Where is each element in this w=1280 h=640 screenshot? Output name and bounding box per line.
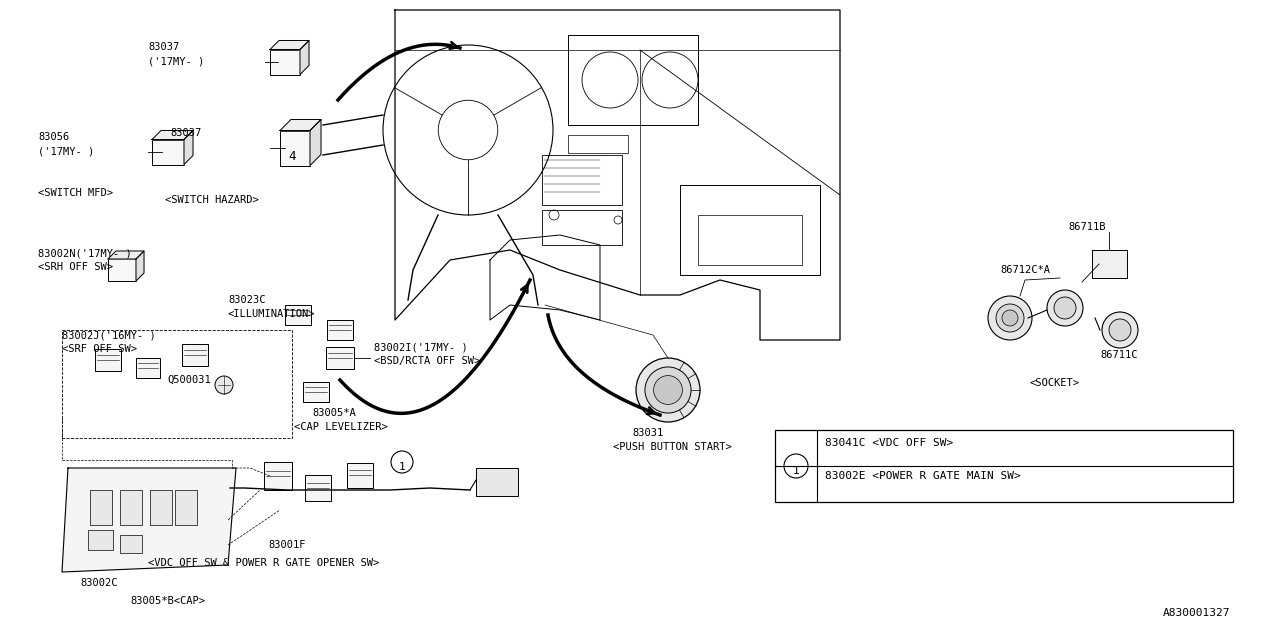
Text: A830001327: A830001327 xyxy=(1162,608,1230,618)
Text: 83031: 83031 xyxy=(632,428,663,438)
Text: 83002I('17MY- ): 83002I('17MY- ) xyxy=(374,342,467,352)
Polygon shape xyxy=(108,251,143,259)
Text: ('17MY- ): ('17MY- ) xyxy=(148,56,205,66)
Text: <SOCKET>: <SOCKET> xyxy=(1030,378,1080,388)
Circle shape xyxy=(636,358,700,422)
Text: 83002N('17MY- ): 83002N('17MY- ) xyxy=(38,248,132,258)
Bar xyxy=(88,530,113,550)
Text: ('17MY- ): ('17MY- ) xyxy=(38,146,95,156)
Text: 83002J('16MY- ): 83002J('16MY- ) xyxy=(61,330,156,340)
Bar xyxy=(264,462,292,490)
Circle shape xyxy=(215,376,233,394)
Bar xyxy=(270,49,300,74)
Text: <SWITCH MFD>: <SWITCH MFD> xyxy=(38,188,113,198)
Polygon shape xyxy=(280,120,321,131)
Text: <VDC OFF SW & POWER R GATE OPENER SW>: <VDC OFF SW & POWER R GATE OPENER SW> xyxy=(148,558,379,568)
Text: 1: 1 xyxy=(398,462,406,472)
Text: <CAP LEVELIZER>: <CAP LEVELIZER> xyxy=(294,422,388,432)
Circle shape xyxy=(1108,319,1132,341)
Bar xyxy=(280,131,310,166)
Bar xyxy=(285,305,311,325)
Text: 83005*A: 83005*A xyxy=(312,408,356,418)
Text: 86712C*A: 86712C*A xyxy=(1000,265,1050,275)
Text: 83056: 83056 xyxy=(38,132,69,142)
Bar xyxy=(774,430,1233,502)
Bar xyxy=(95,349,122,371)
Circle shape xyxy=(645,367,691,413)
Text: 83002C: 83002C xyxy=(79,578,118,588)
Bar xyxy=(1092,250,1126,278)
Bar xyxy=(541,210,622,245)
Circle shape xyxy=(654,376,682,404)
Text: 86711C: 86711C xyxy=(1100,350,1138,360)
Bar xyxy=(568,135,628,153)
Bar xyxy=(120,490,142,525)
Circle shape xyxy=(988,296,1032,340)
Bar xyxy=(120,535,142,553)
Circle shape xyxy=(390,451,413,473)
Text: <SRH OFF SW>: <SRH OFF SW> xyxy=(38,262,113,272)
Text: 83037: 83037 xyxy=(170,128,201,138)
Text: 86711B: 86711B xyxy=(1068,222,1106,232)
Text: <BSD/RCTA OFF SW>: <BSD/RCTA OFF SW> xyxy=(374,356,480,366)
Text: 83005*B<CAP>: 83005*B<CAP> xyxy=(131,596,205,606)
Circle shape xyxy=(1102,312,1138,348)
Text: <SRF OFF SW>: <SRF OFF SW> xyxy=(61,344,137,354)
Bar xyxy=(476,468,518,496)
Text: 4: 4 xyxy=(288,150,296,163)
Bar xyxy=(326,347,355,369)
Bar xyxy=(305,475,332,501)
Text: 83002E <POWER R GATE MAIN SW>: 83002E <POWER R GATE MAIN SW> xyxy=(826,471,1020,481)
Bar xyxy=(698,215,803,265)
Text: 1: 1 xyxy=(792,466,800,476)
Text: 83037: 83037 xyxy=(148,42,179,52)
Bar xyxy=(108,259,136,281)
Circle shape xyxy=(1047,290,1083,326)
Bar xyxy=(152,140,184,164)
Bar xyxy=(680,185,820,275)
Bar xyxy=(150,490,172,525)
Polygon shape xyxy=(61,468,236,572)
Text: <SWITCH HAZARD>: <SWITCH HAZARD> xyxy=(165,195,259,205)
Text: Q500031: Q500031 xyxy=(166,375,211,385)
Polygon shape xyxy=(310,120,321,166)
Polygon shape xyxy=(184,131,193,164)
Text: 83041C <VDC OFF SW>: 83041C <VDC OFF SW> xyxy=(826,438,954,448)
Bar xyxy=(136,358,160,378)
Polygon shape xyxy=(270,40,308,49)
Polygon shape xyxy=(300,40,308,74)
Bar xyxy=(541,155,622,205)
Bar xyxy=(182,344,207,366)
Bar xyxy=(175,490,197,525)
Circle shape xyxy=(996,304,1024,332)
Text: <PUSH BUTTON START>: <PUSH BUTTON START> xyxy=(613,442,732,452)
Text: <ILLUMINATION>: <ILLUMINATION> xyxy=(228,309,315,319)
Bar xyxy=(90,490,113,525)
Bar xyxy=(347,463,372,488)
Polygon shape xyxy=(152,131,193,140)
Circle shape xyxy=(1002,310,1018,326)
Text: 83023C: 83023C xyxy=(228,295,265,305)
Bar xyxy=(61,330,292,438)
Bar xyxy=(326,320,353,340)
Circle shape xyxy=(783,454,808,478)
Text: 83001F: 83001F xyxy=(268,540,306,550)
Circle shape xyxy=(1053,297,1076,319)
Bar xyxy=(303,382,329,402)
Bar xyxy=(568,35,698,125)
Polygon shape xyxy=(136,251,143,281)
